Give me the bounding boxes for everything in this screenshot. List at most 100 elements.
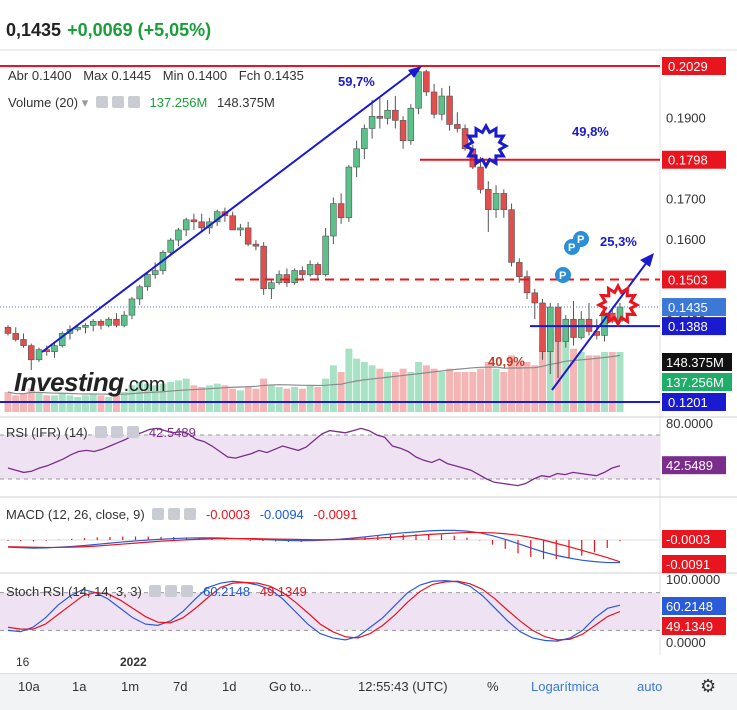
candle-body [190,219,198,223]
range-1m-button[interactable]: 1m [121,679,140,694]
candle-body [485,189,492,210]
candle-body [454,124,461,129]
close-icon[interactable] [127,96,140,108]
rsi-legend: RSI (IFR) (14) 42.5489 [6,425,196,440]
volume-bar [275,387,283,412]
price-label-box [662,270,726,289]
logarithmic-toggle[interactable]: Logarítmica [531,679,599,694]
volume-bar [430,368,438,412]
volume-bar [407,372,415,412]
candle-body [89,320,97,326]
volume-bar [500,372,508,412]
volume-bar [151,385,159,412]
eye-icon[interactable] [152,508,165,520]
candle-body [376,116,384,119]
close-value: Fch 0.1435 [238,68,304,83]
p-marker-label: P [577,234,584,246]
range-10a-button[interactable]: 10a [18,679,40,694]
price-label-text: 0.1435 [668,300,708,315]
gear-icon[interactable] [168,508,181,520]
volume-bar [469,372,477,412]
volume-bar [438,372,446,412]
range-1d-button[interactable]: 1d [222,679,237,694]
candle-body [182,219,190,231]
volume-bar [593,355,601,412]
price-label-text: 0.1201 [668,395,708,410]
candle-body [105,318,112,326]
investing-logo: Investing.com [14,367,165,398]
macd-line [7,529,620,564]
volume-bar [508,355,516,412]
candle-body [492,193,500,210]
arrow-head-icon [408,66,422,78]
volume-bar [368,365,376,412]
red-starburst-icon [595,282,641,328]
stoch-value-box [662,597,726,615]
stoch-band [0,592,660,631]
candle-body [82,325,89,328]
volume-bar [174,380,182,412]
candle-body [578,318,585,338]
volume-bar [360,362,368,412]
volume-label-text: 148.375M [666,355,724,370]
volume-bar [376,368,384,412]
volume-bar [97,395,105,412]
percent-toggle[interactable]: % [487,679,499,694]
candle-body [353,148,360,168]
candle-body [415,71,422,109]
stoch-tick-label: 0.0000 [666,635,706,650]
candle-body [51,345,58,352]
close-icon[interactable] [127,426,140,438]
chevron-down-icon[interactable]: ▾ [81,95,89,110]
volume-bar [577,352,585,412]
volume-bar [43,395,51,412]
candle-body [407,107,415,141]
auto-toggle[interactable]: auto [637,679,663,694]
annotation-40-9: 40,9% [488,354,525,369]
candle-body [446,95,453,125]
rsi-value-text: 42.5489 [666,458,713,473]
gear-icon[interactable] [111,96,124,108]
candle-body [244,227,252,245]
volume-bar [492,368,500,412]
volume-bar [329,365,337,412]
range-7d-button[interactable]: 7d [173,679,188,694]
annotation-59-7: 59,7% [338,74,375,89]
range-1a-button[interactable]: 1a [72,679,87,694]
candle-body [97,320,105,326]
open-value: Abr 0.1400 [8,68,72,83]
volume-bar [136,382,144,412]
eye-icon[interactable] [95,426,108,438]
volume-bar [112,395,120,412]
gear-icon[interactable]: ⚙ [700,676,717,696]
gear-icon[interactable] [111,426,124,438]
macd-value-box [662,555,726,573]
candle-body [337,203,345,219]
p-marker-label: P [559,270,566,282]
candle-body [144,274,151,288]
x-tick-label: 2022 [120,655,147,669]
candle-body [531,292,539,304]
rsi-tick-label: 80.0000 [666,416,713,431]
stoch-value-text: 60.2148 [666,599,713,614]
candle-body [299,270,306,275]
price-label-box [662,298,726,317]
p-marker-icon [555,267,571,283]
gear-icon[interactable] [165,585,178,597]
close-icon[interactable] [184,508,197,520]
candle-body [314,264,322,275]
eye-icon[interactable] [95,96,108,108]
stoch-value-1: 60.2148 [203,584,251,599]
candle-body [438,95,446,115]
candle-body [539,302,546,352]
close-icon[interactable] [181,585,194,597]
volume-bar [105,397,113,412]
volume-bar [570,348,578,412]
price-label-box [662,150,726,169]
logo-text: Investing [14,367,124,397]
eye-icon[interactable] [149,585,162,597]
goto-button[interactable]: Go to... [269,679,312,694]
candle-body [523,276,531,294]
volume-bar [539,345,547,412]
